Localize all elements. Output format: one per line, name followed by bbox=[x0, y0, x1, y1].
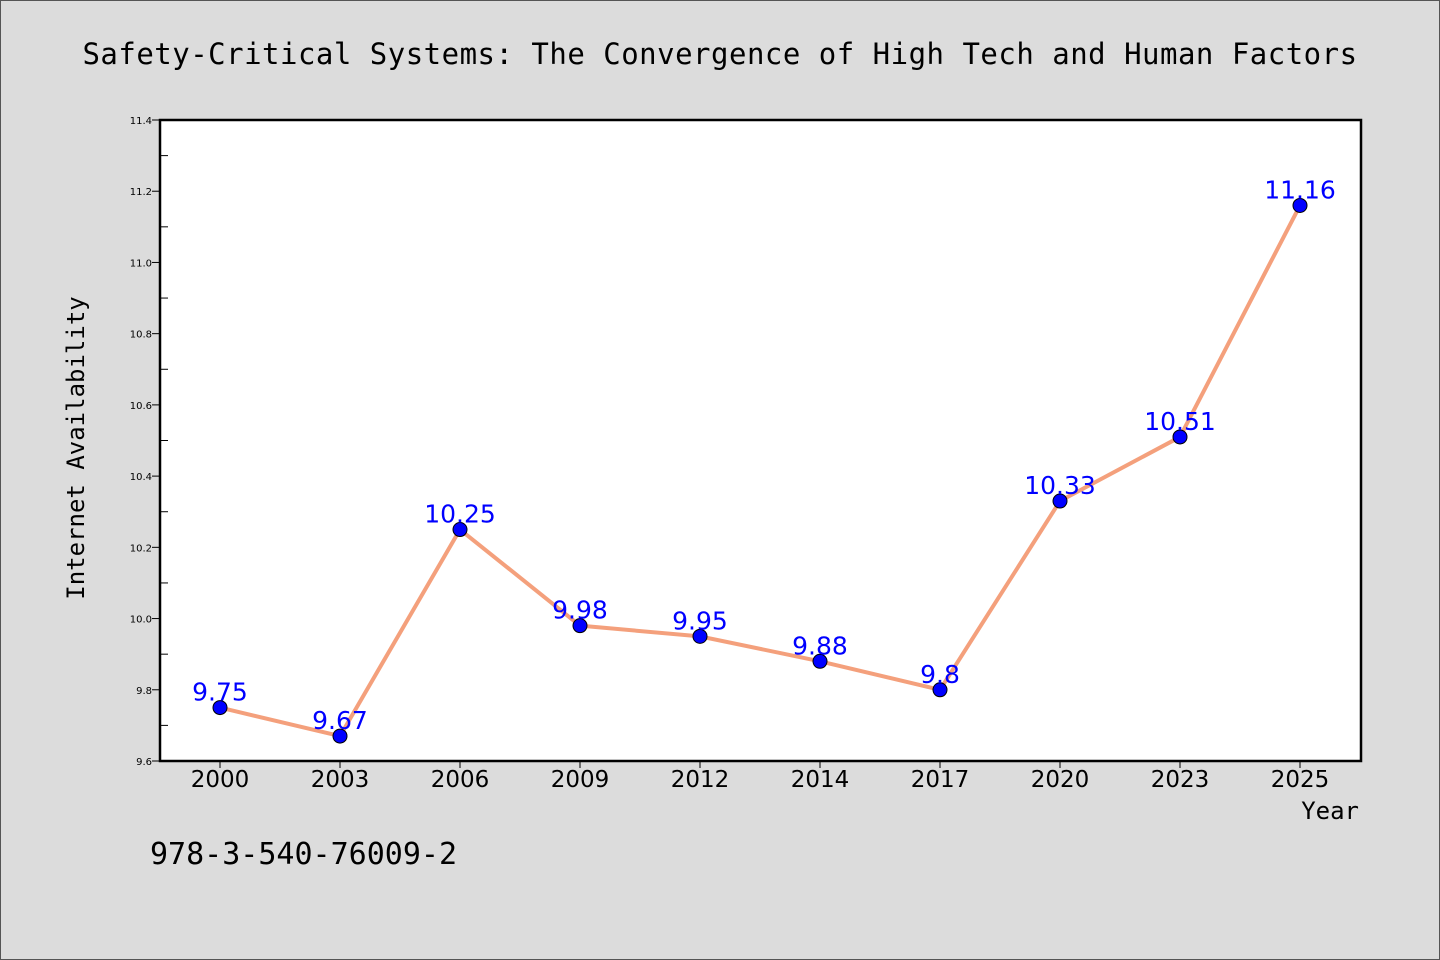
data-label: 10.51 bbox=[1144, 407, 1216, 436]
y-tick-label: 10.8 bbox=[130, 330, 152, 341]
data-point bbox=[212, 700, 228, 716]
x-tick-label: 2009 bbox=[551, 767, 610, 793]
isbn-annotation: 978-3-540-76009-2 bbox=[150, 837, 457, 872]
y-tick-label: 11.4 bbox=[130, 116, 152, 127]
data-point bbox=[452, 522, 468, 538]
data-label: 9.75 bbox=[192, 678, 248, 707]
x-tick-label: 2006 bbox=[431, 767, 490, 793]
y-axis: 9.6 9.8 10.0 10.2 10.4 10.6 10.8 11.0 11.2 11.4 bbox=[130, 116, 168, 768]
x-tick-label: 2025 bbox=[1271, 767, 1330, 793]
x-tick-label: 2000 bbox=[191, 767, 250, 793]
data-point bbox=[1292, 197, 1308, 213]
data-label: 9.88 bbox=[792, 631, 848, 660]
data-point bbox=[692, 628, 708, 644]
markers-group bbox=[212, 197, 1308, 744]
y-tick-label: 11.0 bbox=[130, 258, 152, 269]
y-tick-label: 10.0 bbox=[130, 615, 152, 626]
data-label: 11.16 bbox=[1264, 175, 1336, 204]
data-label: 9.98 bbox=[552, 596, 608, 625]
series-line bbox=[219, 204, 1302, 739]
y-tick-label: 9.8 bbox=[136, 686, 152, 697]
series-line-group bbox=[219, 204, 1302, 739]
y-axis-label: Internet Availability bbox=[62, 296, 90, 599]
data-label: 10.33 bbox=[1024, 471, 1096, 500]
y-tick-label: 10.6 bbox=[130, 401, 152, 412]
chart-title: Safety-Critical Systems: The Convergence… bbox=[82, 37, 1357, 71]
data-label: 10.25 bbox=[424, 500, 496, 529]
x-tick-label: 2014 bbox=[791, 767, 850, 793]
data-point bbox=[572, 618, 588, 634]
data-label: 9.67 bbox=[312, 706, 368, 735]
x-tick-label: 2003 bbox=[311, 767, 370, 793]
data-point bbox=[812, 653, 828, 669]
x-tick-label: 2017 bbox=[911, 767, 970, 793]
data-label: 9.8 bbox=[920, 660, 960, 689]
data-point bbox=[1172, 429, 1188, 445]
x-tick-label: 2020 bbox=[1031, 767, 1090, 793]
x-tick-label: 2023 bbox=[1151, 767, 1210, 793]
y-tick-label: 10.2 bbox=[130, 543, 152, 554]
x-axis-label: Year bbox=[1301, 797, 1359, 825]
data-point bbox=[1052, 493, 1068, 509]
y-tick-label: 10.4 bbox=[130, 472, 152, 483]
data-labels-group: 9.75 9.67 10.25 9.98 9.95 9.88 9.8 10.33 10.51 11… bbox=[192, 175, 1336, 735]
y-tick-label: 9.6 bbox=[136, 757, 152, 768]
x-tick-label: 2012 bbox=[671, 767, 730, 793]
y-tick-label: 11.2 bbox=[130, 187, 152, 198]
x-axis: 2000 2003 2006 2009 2012 2014 2017 2020 2023 2025 bbox=[191, 761, 1330, 793]
data-label: 9.95 bbox=[672, 606, 728, 635]
data-point bbox=[932, 682, 948, 698]
plot-area bbox=[158, 118, 1363, 763]
data-point bbox=[332, 728, 348, 744]
